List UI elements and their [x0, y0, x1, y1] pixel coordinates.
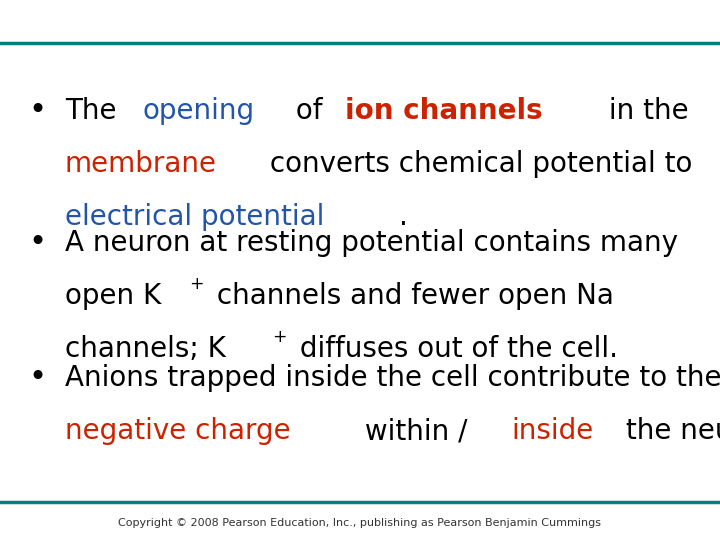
Text: of: of — [287, 97, 332, 125]
Text: open K: open K — [65, 282, 161, 310]
Text: within /: within / — [356, 417, 477, 445]
Text: inside: inside — [511, 417, 593, 445]
Text: +: + — [272, 328, 287, 346]
Text: the neuron.: the neuron. — [617, 417, 720, 445]
Text: .: . — [400, 202, 408, 231]
Text: opening: opening — [143, 97, 255, 125]
Text: •: • — [29, 96, 47, 125]
Text: Anions trapped inside the cell contribute to the: Anions trapped inside the cell contribut… — [65, 364, 720, 392]
Text: channels and fewer open Na: channels and fewer open Na — [207, 282, 613, 310]
Text: •: • — [29, 228, 47, 257]
Text: in the: in the — [600, 97, 697, 125]
Text: converts chemical potential to: converts chemical potential to — [261, 150, 693, 178]
Text: electrical potential: electrical potential — [65, 202, 324, 231]
Text: membrane: membrane — [65, 150, 217, 178]
Text: A neuron at resting potential contains many: A neuron at resting potential contains m… — [65, 229, 678, 257]
Text: negative charge: negative charge — [65, 417, 290, 445]
Text: channels; K: channels; K — [65, 335, 225, 363]
Text: diffuses out of the cell.: diffuses out of the cell. — [291, 335, 618, 363]
Text: ion channels: ion channels — [345, 97, 542, 125]
Text: Copyright © 2008 Pearson Education, Inc., publishing as Pearson Benjamin Cumming: Copyright © 2008 Pearson Education, Inc.… — [119, 518, 601, 529]
Text: The: The — [65, 97, 125, 125]
Text: •: • — [29, 363, 47, 392]
Text: +: + — [189, 275, 204, 293]
